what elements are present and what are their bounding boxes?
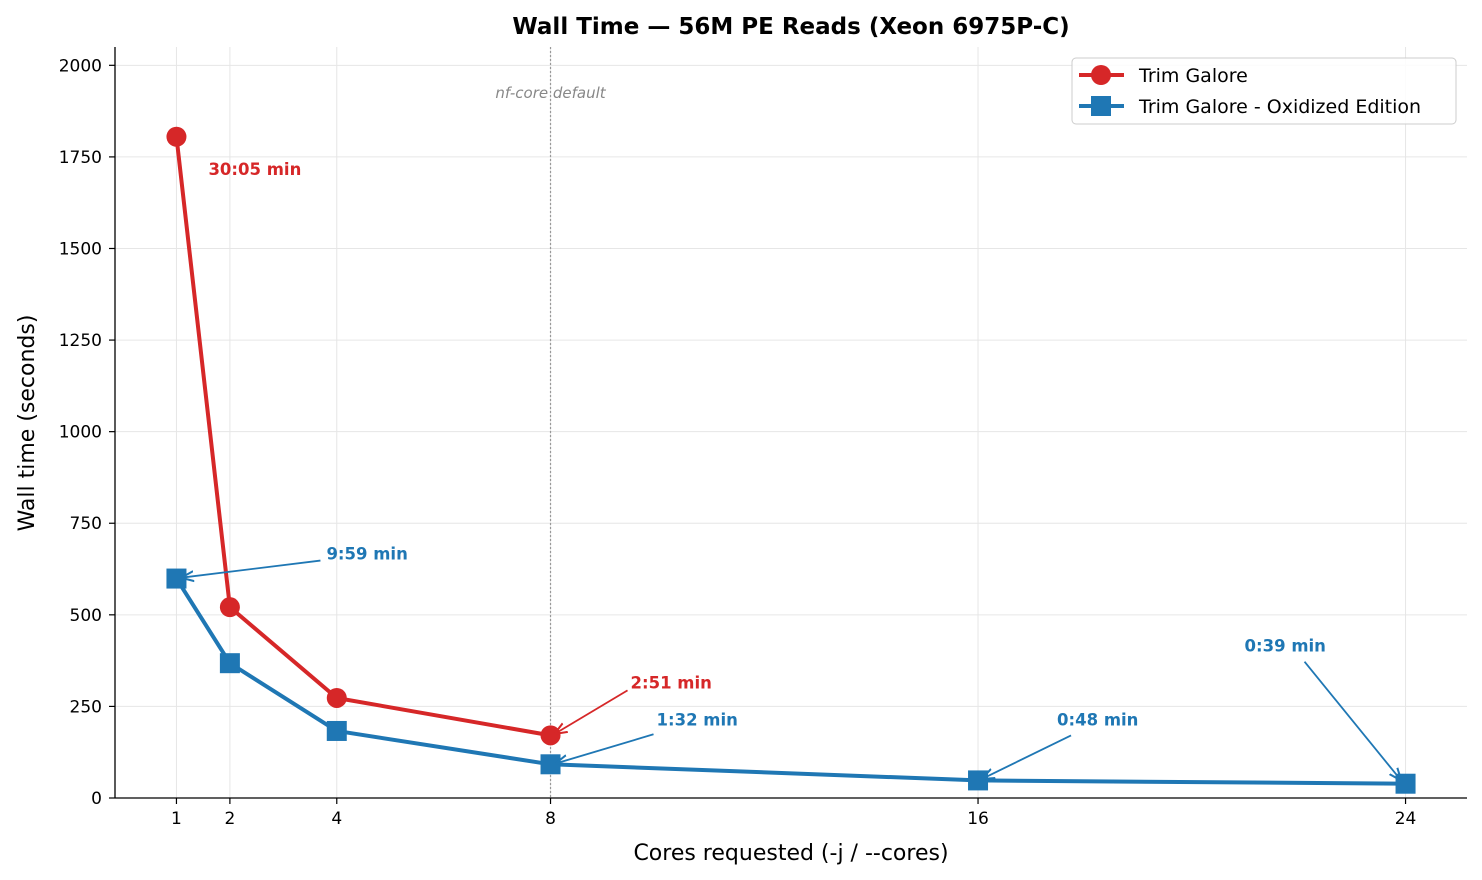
data-point-circle — [326, 687, 347, 708]
y-tick-label: 500 — [70, 606, 102, 626]
series-line-0 — [174, 136, 551, 738]
legend: Trim Galore Trim Galore - Oxidized Editio… — [1071, 57, 1457, 125]
series-line-1 — [174, 577, 1406, 786]
x-tick-label: 16 — [967, 809, 989, 829]
x-tick-label: 4 — [331, 809, 342, 829]
annotation-arrow — [182, 559, 321, 578]
y-tick-label: 250 — [70, 697, 102, 717]
legend-box — [1071, 57, 1457, 125]
x-tick-label: 8 — [545, 809, 556, 829]
annotation-label: 0:39 min — [1245, 637, 1326, 656]
chart-title: Wall Time — 56M PE Reads (Xeon 6975P-C) — [512, 14, 1069, 40]
grid — [115, 47, 1467, 799]
nf-core-default-label: nf-core default — [495, 84, 606, 102]
series-group — [166, 126, 1416, 794]
annotation-arrow — [556, 689, 628, 733]
x-tick-label: 1 — [171, 809, 182, 829]
x-tick-label: 24 — [1395, 809, 1417, 829]
reference-line: nf-core default — [495, 47, 607, 798]
annotations: 30:05 min 9:59 min 2:51 min 1:32 min 0:48 mi… — [182, 160, 1400, 780]
annotation-arrow — [557, 733, 654, 763]
annotation-label: 9:59 min — [326, 545, 407, 564]
y-tick-label: 1500 — [59, 239, 102, 259]
annotation-arrow — [1303, 661, 1401, 780]
legend-marker-circle — [1091, 65, 1111, 85]
data-point-square — [968, 770, 989, 791]
data-point-circle — [219, 597, 240, 618]
annotation-label: 0:48 min — [1057, 710, 1138, 729]
annotation-label: 2:51 min — [631, 673, 712, 692]
annotation-label: 1:32 min — [657, 710, 738, 729]
data-point-square — [166, 568, 187, 589]
x-axis-label: Cores requested (-j / --cores) — [633, 841, 948, 866]
y-axis-label: Wall time (seconds) — [15, 315, 40, 532]
y-tick-label: 1250 — [59, 331, 102, 351]
y-tick-label: 0 — [91, 789, 102, 809]
data-point-square — [219, 653, 240, 674]
data-point-square — [326, 720, 347, 741]
annotation-label: 30:05 min — [208, 160, 301, 179]
y-tick-label: 2000 — [59, 56, 102, 76]
annotation-arrow — [983, 734, 1072, 778]
legend-label: Trim Galore — [1138, 65, 1248, 87]
y-tick-label: 1750 — [59, 148, 102, 168]
y-tick-label: 1000 — [59, 423, 102, 443]
x-tick-label: 2 — [224, 809, 235, 829]
legend-label: Trim Galore - Oxidized Edition — [1138, 96, 1421, 118]
data-point-circle — [540, 725, 561, 746]
data-point-circle — [166, 126, 187, 147]
legend-marker-square — [1091, 96, 1111, 116]
data-point-square — [540, 754, 561, 775]
y-tick-label: 750 — [70, 514, 102, 534]
